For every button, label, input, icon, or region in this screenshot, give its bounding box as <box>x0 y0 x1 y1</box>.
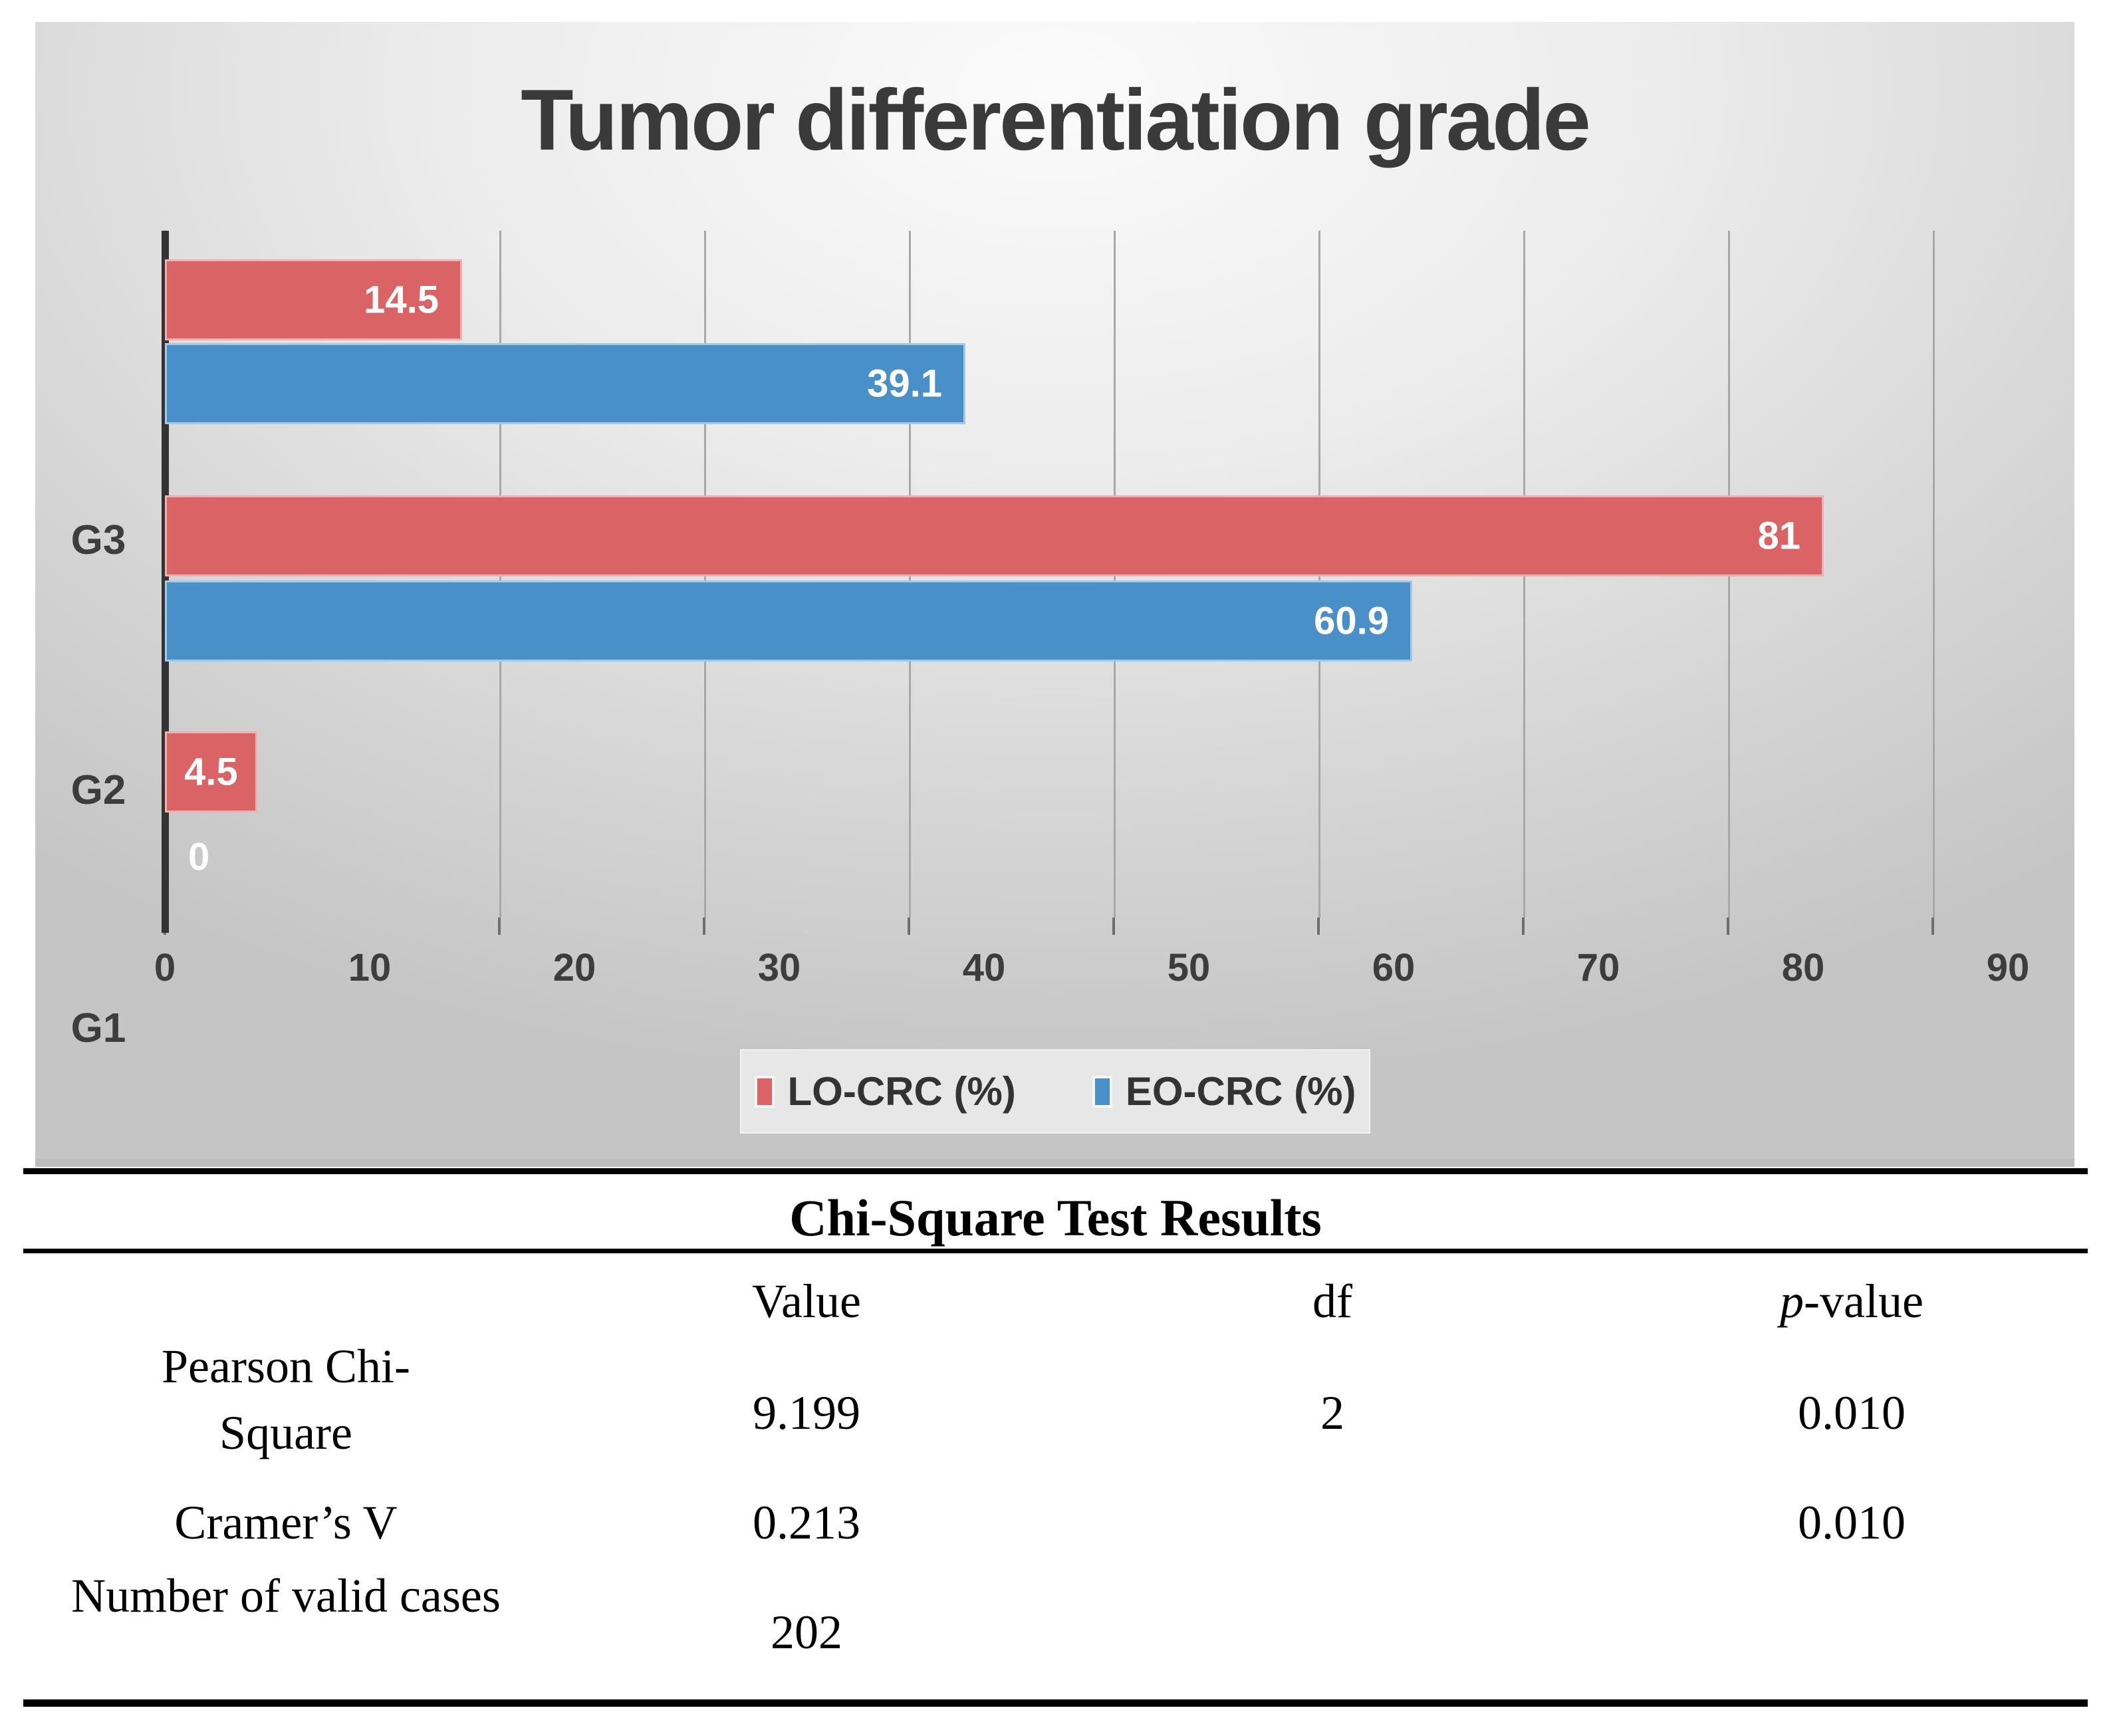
bar-value-label: 39.1 <box>867 362 942 406</box>
bar-g3-lo-crc: 14.5 <box>165 259 462 340</box>
table-row-label: Number of valid cases <box>71 1569 501 1622</box>
x-tick-label-20: 20 <box>553 946 596 989</box>
table-header-p-value: p-value <box>1599 1270 2104 1333</box>
tick-60 <box>1522 918 1525 935</box>
gridline-80 <box>1933 231 1935 918</box>
tick-70 <box>1727 918 1729 935</box>
table-cell-value: 9.199 <box>753 1386 860 1439</box>
bar-chart: Tumor differentiation grade <box>35 22 2074 1167</box>
category-label-g3: G3 <box>70 517 126 563</box>
bar-g2-eo-crc: 60.9 <box>165 580 1412 662</box>
table-cell-p: 0.010 <box>1798 1496 1906 1549</box>
p-italic: p <box>1780 1275 1804 1328</box>
x-tick-label-80: 80 <box>1781 946 1825 989</box>
table-header-df: df <box>1312 1275 1352 1328</box>
tick-20 <box>703 918 705 935</box>
x-tick-label-60: 60 <box>1372 946 1416 989</box>
plot-area: 14.5 39.1 81 60.9 4.5 0 G3 G2 G1 <box>71 231 2029 1051</box>
bar-value-label: 4.5 <box>184 750 238 794</box>
x-tick-label-40: 40 <box>962 946 1006 989</box>
x-tick-label-10: 10 <box>348 946 392 989</box>
legend-item-lo-crc: LO-CRC (%) <box>754 1068 1016 1114</box>
legend-label: EO-CRC (%) <box>1125 1069 1356 1114</box>
legend-item-eo-crc: EO-CRC (%) <box>1092 1068 1356 1114</box>
table-header-rule <box>23 1249 2088 1253</box>
bar-g2-lo-crc: 81 <box>165 495 1824 576</box>
table-cell-p: 0.010 <box>1798 1386 1906 1439</box>
x-tick-label-50: 50 <box>1167 946 1211 989</box>
p-suffix: -value <box>1804 1275 1924 1328</box>
table-title: Chi-Square Test Results <box>789 1189 1322 1247</box>
category-label-g1: G1 <box>70 1005 126 1051</box>
table-row-label: Cramer’s V <box>174 1496 398 1549</box>
table-row-label: Pearson Chi-Square <box>162 1340 410 1459</box>
table-cell-df: 2 <box>1320 1386 1344 1439</box>
table-cell-value: 202 <box>771 1606 842 1659</box>
tick-80 <box>1931 918 1934 935</box>
legend-swatch-eo-crc-icon <box>1092 1075 1112 1108</box>
bar-value-label: 81 <box>1757 514 1801 558</box>
tick-50 <box>1317 918 1320 935</box>
x-tick-label-70: 70 <box>1576 946 1620 989</box>
tick-40 <box>1112 918 1115 935</box>
table-header-value: Value <box>752 1275 861 1328</box>
bar-g3-eo-crc: 39.1 <box>165 343 965 424</box>
legend: LO-CRC (%) EO-CRC (%) <box>740 1049 1370 1134</box>
table-top-rule <box>23 1168 2088 1174</box>
category-label-g2: G2 <box>70 767 126 813</box>
x-tick-label-90: 90 <box>1986 946 2030 989</box>
bar-g1-lo-crc: 4.5 <box>165 731 257 812</box>
tick-30 <box>908 918 910 935</box>
legend-label: LO-CRC (%) <box>787 1069 1016 1114</box>
bar-value-label: 14.5 <box>364 278 439 322</box>
bar-value-label: 0 <box>188 835 210 879</box>
table-bottom-rule <box>23 1699 2088 1707</box>
bar-value-label: 60.9 <box>1314 599 1389 643</box>
x-tick-label-30: 30 <box>757 946 801 989</box>
chart-title: Tumor differentiation grade <box>521 71 1591 168</box>
x-tick-label-0: 0 <box>154 946 176 989</box>
legend-swatch-lo-crc-icon <box>754 1075 775 1108</box>
tick-10 <box>498 918 501 935</box>
table-cell-value: 0.213 <box>753 1496 860 1549</box>
